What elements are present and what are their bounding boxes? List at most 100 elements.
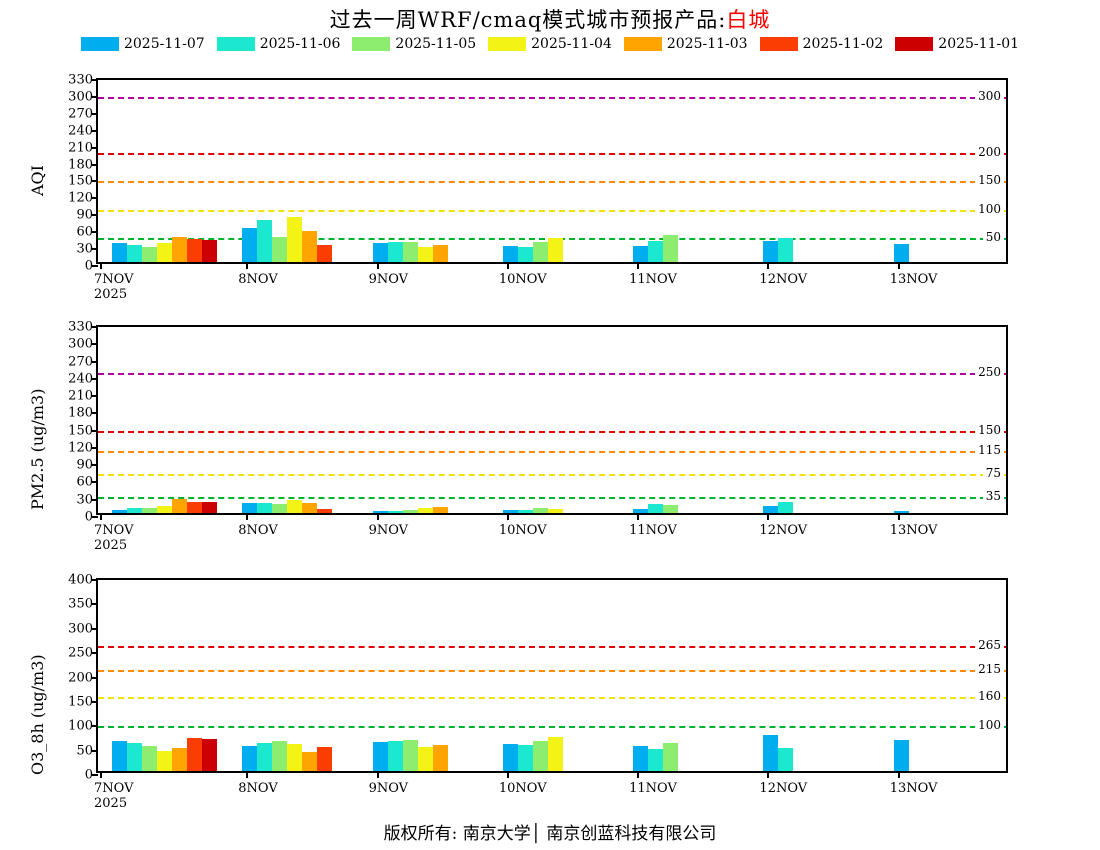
- bar-2025-11-05: [142, 745, 157, 771]
- x-tick-label-year: 2025: [94, 287, 128, 302]
- bar-group: [880, 580, 1010, 771]
- bar-2025-11-03: [302, 231, 318, 262]
- x-tick-mark: [897, 771, 900, 778]
- y-tick-mark: [92, 248, 98, 251]
- threshold-label: 150: [975, 422, 1004, 437]
- y-tick-label: 0: [84, 258, 93, 274]
- bar-2025-11-03: [172, 498, 187, 513]
- y-tick-mark: [92, 214, 98, 217]
- x-tick-mark: [506, 513, 509, 520]
- bar-2025-11-07: [763, 240, 779, 262]
- threshold-line-115: 115: [98, 442, 1006, 457]
- bar-group: [228, 80, 358, 262]
- y-tick-mark: [92, 579, 98, 581]
- bar-2025-11-05: [532, 740, 548, 771]
- bar-2025-11-07: [633, 246, 649, 262]
- y-tick-label: 180: [68, 157, 93, 173]
- y-tick-label: 120: [68, 440, 93, 456]
- bar-group: [619, 80, 749, 262]
- bar-2025-11-04: [157, 243, 172, 262]
- threshold-line-75: 75: [98, 465, 1006, 480]
- legend-swatch-icon: [352, 37, 391, 51]
- x-tick-mark: [637, 262, 640, 269]
- y-tick-mark: [92, 725, 98, 728]
- bar-2025-11-04: [287, 744, 303, 771]
- legend-label: 2025-11-03: [666, 36, 748, 52]
- y-tick-label: 30: [76, 492, 93, 508]
- legend-item-2025-11-04[interactable]: 2025-11-04: [488, 36, 612, 52]
- bar-2025-11-05: [402, 740, 418, 771]
- x-tick-label: 7NOV 2025: [94, 781, 134, 811]
- bar-2025-11-04: [287, 216, 303, 262]
- bar-2025-11-04: [157, 505, 172, 513]
- x-tick-label: 12NOV: [759, 523, 808, 538]
- bar-2025-11-06: [648, 503, 664, 513]
- bar-2025-11-04: [157, 750, 172, 771]
- threshold-line-100: 100: [98, 201, 1006, 216]
- bar-2025-11-03: [432, 744, 448, 771]
- y-tick-mark: [92, 429, 98, 432]
- y-tick-label: 0: [84, 767, 93, 783]
- x-tick-mark: [897, 513, 900, 520]
- legend-label: 2025-11-01: [938, 36, 1020, 52]
- bar-2025-11-05: [402, 510, 418, 513]
- y-tick-label: 30: [76, 241, 93, 257]
- bar-2025-11-01: [202, 502, 217, 513]
- y-tick-mark: [92, 180, 98, 183]
- x-tick-label: 10NOV: [498, 272, 547, 287]
- y-tick-label: 250: [68, 645, 93, 661]
- y-tick-mark: [92, 464, 98, 467]
- y-tick-label: 60: [76, 474, 93, 490]
- bar-group: [489, 580, 619, 771]
- chart-legend: 2025-11-07 2025-11-06 2025-11-05 2025-11-04…: [0, 36, 1100, 52]
- y-tick-label: 210: [68, 388, 93, 404]
- y-tick-mark: [92, 498, 98, 501]
- bar-2025-11-05: [272, 740, 288, 771]
- bar-2025-11-06: [127, 742, 142, 771]
- bar-group: [228, 327, 358, 513]
- threshold-line-160: 160: [98, 689, 1006, 703]
- threshold-line-200: 200: [98, 145, 1006, 160]
- y-tick-mark: [92, 774, 98, 776]
- y-tick-label: 150: [68, 423, 93, 439]
- bar-2025-11-01: [202, 739, 217, 771]
- bar-group: [749, 80, 879, 262]
- legend-item-2025-11-03[interactable]: 2025-11-03: [623, 36, 748, 52]
- bar-2025-11-05: [663, 504, 679, 513]
- bar-2025-11-02: [317, 746, 333, 771]
- x-tick-label: 7NOV 2025: [94, 523, 134, 553]
- bar-group: [359, 580, 489, 771]
- y-tick-mark: [92, 412, 98, 415]
- bar-group: [619, 580, 749, 771]
- legend-item-2025-11-06[interactable]: 2025-11-06: [216, 36, 340, 52]
- bar-2025-11-07: [372, 510, 388, 513]
- legend-item-2025-11-05[interactable]: 2025-11-05: [352, 36, 476, 52]
- x-tick-mark: [767, 513, 770, 520]
- x-tick-label: 8NOV: [238, 781, 278, 796]
- bar-2025-11-07: [502, 246, 518, 262]
- x-tick-mark: [767, 771, 770, 778]
- y-tick-mark: [92, 265, 98, 267]
- y-tick-mark: [92, 700, 98, 703]
- bar-2025-11-02: [187, 737, 202, 771]
- plot-area-AQI: 0 30 60 90 120 150 180 210 240 270 300 330 50 100 150 2…: [68, 73, 1008, 274]
- legend-swatch-icon: [895, 37, 934, 51]
- y-tick-mark: [92, 377, 98, 380]
- x-tick-label: 11NOV: [629, 272, 677, 287]
- legend-item-2025-11-02[interactable]: 2025-11-02: [759, 36, 883, 52]
- legend-item-2025-11-07[interactable]: 2025-11-07: [80, 36, 205, 52]
- bar-2025-11-07: [893, 511, 909, 513]
- x-tick-label: 9NOV: [368, 272, 409, 287]
- bar-2025-11-07: [502, 744, 518, 771]
- legend-item-2025-11-01[interactable]: 2025-11-01: [895, 36, 1019, 52]
- bar-group: [98, 80, 228, 262]
- x-tick-label: 11NOV: [629, 523, 677, 538]
- y-tick-label: 300: [68, 89, 93, 105]
- threshold-label: 35: [982, 488, 1004, 503]
- x-tick-label: 13NOV: [889, 523, 938, 538]
- bar-2025-11-02: [187, 239, 202, 262]
- x-tick-mark: [100, 771, 102, 778]
- bar-2025-11-07: [242, 745, 258, 771]
- bar-2025-11-07: [633, 745, 649, 771]
- y-tick-label: 90: [76, 457, 93, 473]
